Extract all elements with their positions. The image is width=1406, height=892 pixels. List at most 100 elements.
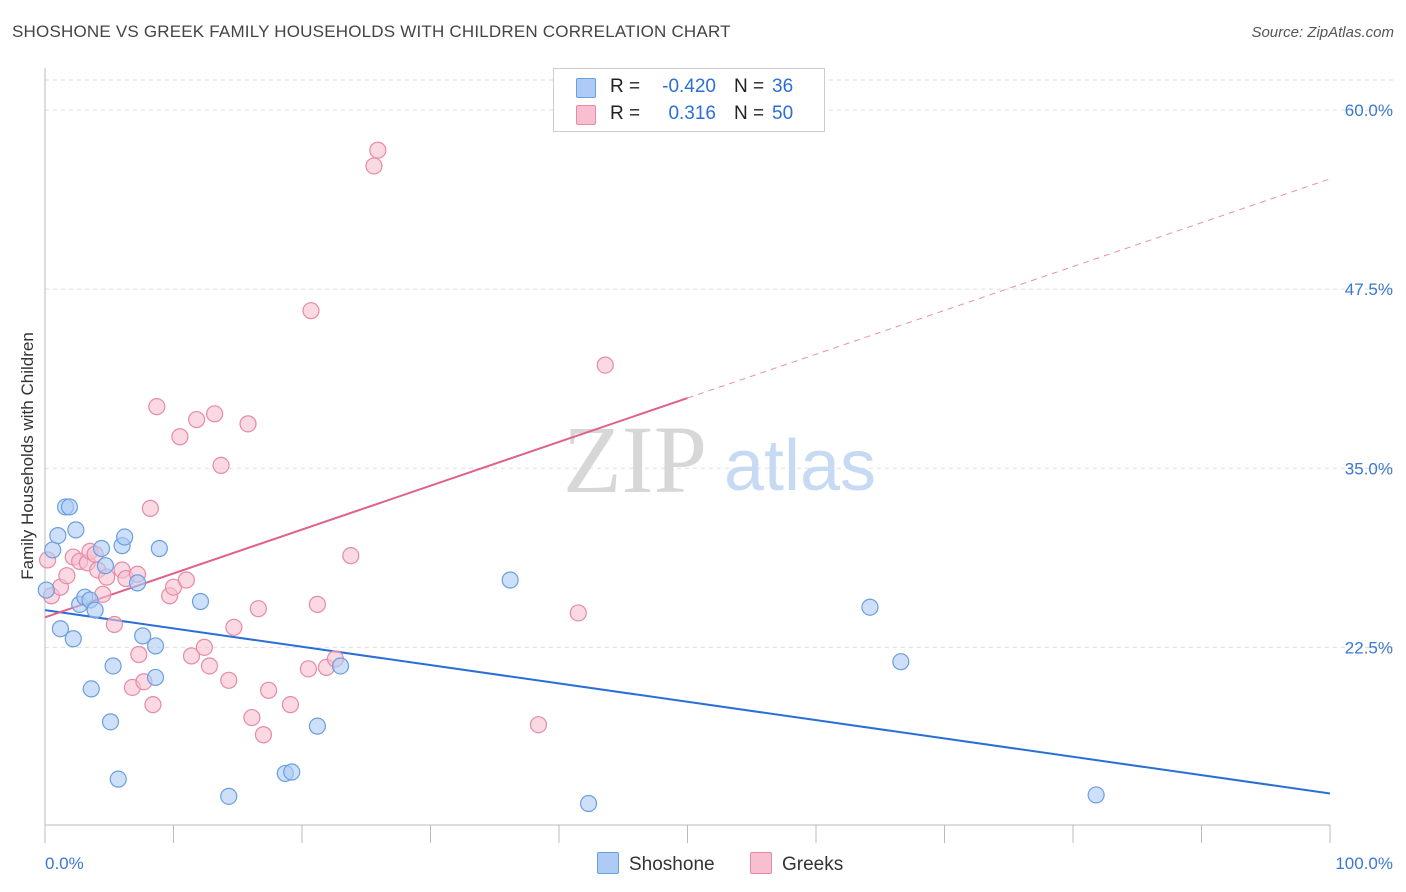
- shoshone-point: [37, 581, 55, 599]
- greeks-point: [164, 578, 183, 596]
- n-value: 36: [772, 76, 794, 97]
- shoshone-point: [308, 717, 327, 735]
- shoshone-point: [128, 574, 147, 592]
- shoshone-point: [146, 668, 165, 687]
- shoshone-point: [101, 713, 120, 731]
- shoshone-trend-line: [44, 609, 1331, 795]
- greeks-point: [365, 157, 383, 175]
- shoshone-point: [51, 620, 70, 638]
- n-label: N =: [734, 103, 765, 124]
- greeks-point: [130, 645, 148, 664]
- greeks-point: [182, 647, 201, 665]
- greeks-point: [188, 410, 206, 429]
- n-label: N =: [734, 76, 765, 97]
- shoshone-point: [64, 630, 82, 648]
- shoshone-point: [501, 571, 519, 589]
- axes: [44, 68, 1331, 843]
- greeks-point: [148, 398, 166, 416]
- greeks-point: [225, 618, 243, 636]
- greeks-point: [596, 356, 614, 374]
- y-tick-label: 47.5%: [1345, 280, 1393, 299]
- y-tick-label: 35.0%: [1345, 459, 1393, 478]
- greeks-point: [58, 567, 76, 585]
- greeks-point: [281, 696, 300, 714]
- greeks-points: [38, 141, 614, 744]
- greeks-point: [299, 660, 318, 678]
- shoshone-point: [191, 592, 210, 611]
- x-tick-label-max: 100.0%: [1335, 854, 1393, 873]
- shoshone-point: [104, 657, 122, 675]
- shoshone-point: [60, 498, 79, 516]
- x-tick-label-min: 0.0%: [45, 854, 84, 873]
- greeks-point: [177, 571, 195, 589]
- greeks-point: [259, 681, 278, 699]
- watermark: ZIP atlas: [563, 406, 876, 513]
- shoshone-point: [44, 541, 62, 559]
- greeks-trend-extension: [687, 178, 1331, 399]
- shoshone-point: [67, 521, 85, 539]
- shoshone-points: [37, 498, 1105, 813]
- y-tick-label: 22.5%: [1345, 638, 1393, 657]
- greeks-point: [342, 547, 360, 565]
- greeks-point: [302, 302, 320, 320]
- shoshone-point: [331, 657, 350, 675]
- shoshone-point: [49, 526, 67, 545]
- stats-legend: R = -0.420 N = 36 R = 0.316 N = 50: [553, 68, 825, 132]
- greeks-point: [220, 671, 238, 689]
- greeks-point: [200, 657, 219, 675]
- shoshone-point: [86, 601, 104, 619]
- n-value: 50: [772, 103, 794, 124]
- shoshone-legend-label: Shoshone: [629, 854, 715, 875]
- greeks-point: [249, 600, 267, 618]
- greeks-point: [171, 428, 189, 446]
- shoshone-point: [892, 653, 910, 671]
- gridlines: [45, 79, 1395, 648]
- source-label: Source: ZipAtlas.com: [1251, 24, 1394, 41]
- shoshone-point: [116, 528, 134, 546]
- shoshone-point: [82, 680, 100, 698]
- greeks-point: [212, 456, 230, 474]
- greeks-point: [239, 415, 257, 433]
- shoshone-point: [146, 637, 165, 655]
- shoshone-point: [283, 763, 301, 781]
- tick-labels: 22.5% 35.0% 47.5% 60.0% 0.0% 100.0%: [45, 101, 1393, 873]
- greeks-point: [206, 405, 224, 423]
- greeks-point: [141, 499, 159, 517]
- greeks-point: [369, 141, 387, 159]
- chart-title: SHOSHONE VS GREEK FAMILY HOUSEHOLDS WITH…: [12, 22, 731, 41]
- greeks-point: [105, 615, 123, 634]
- r-value: -0.420: [662, 76, 716, 97]
- shoshone-point: [220, 787, 238, 805]
- trend-lines: [44, 178, 1331, 795]
- y-tick-label: 60.0%: [1345, 101, 1393, 120]
- greeks-point: [308, 595, 327, 613]
- r-value: 0.316: [668, 103, 716, 124]
- shoshone-point: [96, 557, 114, 575]
- r-label: R =: [610, 103, 641, 124]
- greeks-point: [195, 638, 213, 656]
- greeks-point: [569, 604, 587, 622]
- watermark-atlas: atlas: [724, 426, 876, 506]
- greeks-swatch: [576, 105, 596, 125]
- y-axis-title: Family Households with Children: [18, 332, 37, 580]
- greeks-point: [529, 716, 548, 734]
- shoshone-point: [134, 627, 152, 645]
- greeks-point: [254, 726, 273, 744]
- shoshone-point: [109, 770, 127, 788]
- shoshone-point: [579, 794, 598, 813]
- watermark-zip: ZIP: [563, 406, 707, 513]
- legend-item-shoshone: Shoshone: [597, 852, 715, 876]
- greeks-point: [243, 708, 261, 727]
- shoshone-point: [92, 539, 111, 558]
- shoshone-point: [861, 598, 879, 616]
- shoshone-point: [150, 539, 168, 558]
- greeks-legend-swatch: [750, 852, 772, 874]
- greeks-legend-label: Greeks: [782, 854, 844, 875]
- shoshone-point: [1087, 786, 1105, 804]
- shoshone-swatch: [576, 78, 596, 98]
- legend-item-greeks: Greeks: [750, 852, 843, 876]
- shoshone-legend-swatch: [597, 852, 619, 874]
- r-label: R =: [610, 76, 641, 97]
- greeks-point: [144, 696, 162, 714]
